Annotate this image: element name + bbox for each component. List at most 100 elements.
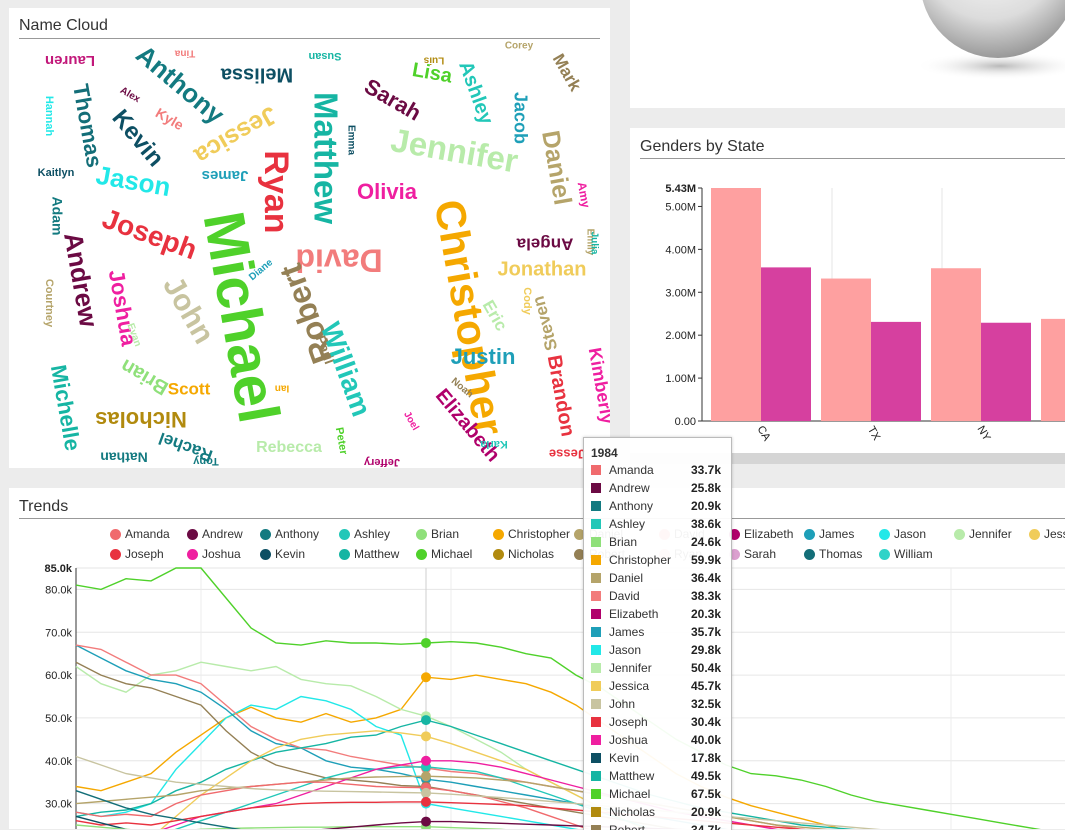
genders-bar-tx-female[interactable] (821, 278, 871, 421)
trend-marker-michael[interactable] (421, 637, 431, 648)
cloud-word-jacob[interactable]: Jacob (510, 92, 530, 144)
cloud-word-ian[interactable]: Ian (275, 382, 289, 393)
cloud-word-peter[interactable]: Peter (333, 426, 350, 456)
cloud-word-angela[interactable]: Angela (516, 235, 573, 254)
legend-item-amanda[interactable]: Amanda (110, 527, 170, 541)
cloud-word-thomas[interactable]: Thomas (68, 82, 107, 169)
cloud-word-melissa[interactable]: Melissa (220, 64, 293, 86)
trend-line-jessica[interactable] (76, 730, 1065, 829)
trends-y-tick-label: 85.0k (44, 563, 72, 575)
cloud-word-kyle[interactable]: Kyle (153, 105, 187, 134)
legend-label-jason: Jason (894, 527, 927, 541)
cloud-word-jeffery[interactable]: Jeffery (363, 456, 400, 468)
genders-bar-ca-male[interactable] (761, 267, 811, 421)
legend-item-jason[interactable]: Jason (879, 527, 926, 541)
cloud-word-hannah[interactable]: Hannah (43, 96, 55, 137)
cloud-word-david[interactable]: David (295, 243, 382, 279)
cloud-word-james[interactable]: James (202, 167, 249, 184)
legend-item-christopher[interactable]: Christopher (493, 527, 570, 541)
genders-bar-next-female[interactable] (1041, 318, 1065, 421)
trend-line-ashley[interactable] (76, 766, 1065, 829)
cloud-word-karla[interactable]: Karla (479, 438, 507, 450)
trend-marker-matthew[interactable] (421, 715, 431, 726)
trend-marker-joshua[interactable] (421, 755, 431, 766)
legend-item-sarah[interactable]: Sarah (729, 547, 776, 561)
legend-item-thomas[interactable]: Thomas (804, 547, 862, 561)
genders-bar-ny-male[interactable] (981, 322, 1031, 421)
trend-line-amanda[interactable] (75, 781, 1065, 829)
cloud-word-daniel[interactable]: Daniel (536, 128, 577, 207)
cloud-word-ryan[interactable]: Ryan (257, 150, 295, 233)
cloud-word-jennifer[interactable]: Jennifer (388, 121, 521, 180)
trend-line-christopher[interactable] (75, 674, 1065, 829)
cloud-word-olivia[interactable]: Olivia (357, 179, 418, 204)
legend-item-nicholas[interactable]: Nicholas (493, 547, 554, 561)
legend-item-ashley[interactable]: Ashley (339, 527, 390, 541)
legend-item-elizabeth[interactable]: Elizabeth (729, 527, 793, 541)
cloud-word-jesse[interactable]: Jesse (549, 447, 585, 462)
legend-item-anthony[interactable]: Anthony (260, 527, 319, 541)
cloud-word-tina[interactable]: Tina (174, 47, 195, 58)
cloud-word-scott[interactable]: Scott (168, 379, 211, 398)
cloud-word-nicholas[interactable]: Nicholas (95, 407, 187, 432)
legend-item-andrew[interactable]: Andrew (187, 527, 243, 541)
cloud-word-ashley[interactable]: Ashley (454, 58, 497, 128)
trend-line-joshua[interactable] (76, 760, 1065, 829)
trend-marker-john[interactable] (421, 787, 431, 798)
trend-marker-joseph[interactable] (421, 796, 431, 807)
cloud-word-susan[interactable]: Susan (308, 50, 341, 62)
cloud-word-emily[interactable]: Emily (584, 229, 595, 256)
legend-item-kevin[interactable]: Kevin (260, 547, 305, 561)
cloud-word-rebecca[interactable]: Rebecca (256, 439, 322, 456)
cloud-word-julia[interactable]: Julia (588, 232, 599, 255)
genders-horizontal-scrollbar[interactable] (630, 453, 1065, 464)
cloud-word-brian[interactable]: Brian (117, 354, 172, 399)
cloud-word-kimberly[interactable]: Kimberly (585, 346, 610, 425)
cloud-word-matthew[interactable]: Matthew (307, 92, 344, 224)
trend-line-joseph[interactable] (75, 801, 1065, 829)
cloud-word-joel[interactable]: Joel (401, 410, 421, 433)
trend-marker-andrew[interactable] (421, 816, 431, 827)
cloud-word-cody[interactable]: Cody (521, 287, 533, 315)
legend-item-william[interactable]: William (879, 547, 933, 561)
cloud-word-lauren[interactable]: Lauren (45, 52, 95, 69)
cloud-word-mark[interactable]: Mark (549, 51, 586, 95)
genders-bar-ca-female[interactable] (711, 188, 761, 421)
cloud-word-michelle[interactable]: Michelle (46, 363, 86, 453)
cloud-word-joseph[interactable]: Joseph (98, 203, 201, 266)
legend-item-joseph[interactable]: Joseph (110, 547, 164, 561)
cloud-word-steven[interactable]: Steven (529, 294, 562, 353)
cloud-word-william[interactable]: William (315, 318, 378, 420)
legend-item-james[interactable]: James (804, 527, 854, 541)
cloud-word-alex[interactable]: Alex (118, 85, 142, 105)
trend-marker-christopher[interactable] (421, 672, 431, 683)
trend-line-brian[interactable] (75, 824, 1065, 829)
cloud-word-corey[interactable]: Corey (505, 41, 534, 52)
cloud-word-jason[interactable]: Jason (94, 160, 173, 203)
tooltip-swatch (591, 483, 601, 493)
trend-line-jason[interactable] (75, 695, 1065, 830)
legend-item-jessica[interactable]: Jess (1029, 527, 1065, 541)
cloud-word-lisa[interactable]: Lisa (411, 59, 455, 88)
cloud-word-amy[interactable]: Amy (575, 181, 593, 209)
legend-item-joshua[interactable]: Joshua (187, 547, 241, 561)
cloud-word-tony[interactable]: Tony (192, 455, 218, 467)
cloud-word-jonathan[interactable]: Jonathan (498, 258, 587, 280)
cloud-word-brandon[interactable]: Brandon (543, 353, 579, 438)
cloud-word-andrew[interactable]: Andrew (58, 230, 104, 330)
legend-item-jennifer[interactable]: Jennifer (954, 527, 1012, 541)
cloud-word-luis[interactable]: Luis (423, 54, 444, 65)
trend-marker-jessica[interactable] (421, 731, 431, 742)
cloud-word-justin[interactable]: Justin (451, 344, 516, 369)
legend-item-michael[interactable]: Michael (416, 547, 472, 561)
cloud-word-emma[interactable]: Emma (345, 125, 356, 155)
genders-bar-ny-female[interactable] (931, 268, 981, 421)
trend-marker-daniel[interactable] (421, 771, 431, 782)
cloud-word-adam[interactable]: Adam (49, 197, 65, 236)
cloud-word-kaitlyn[interactable]: Kaitlyn (38, 167, 75, 179)
cloud-word-nathan[interactable]: Nathan (100, 449, 147, 465)
legend-item-brian[interactable]: Brian (416, 527, 459, 541)
genders-bar-tx-male[interactable] (871, 321, 921, 421)
cloud-word-courtney[interactable]: Courtney (43, 279, 55, 328)
legend-item-matthew[interactable]: Matthew (339, 547, 399, 561)
